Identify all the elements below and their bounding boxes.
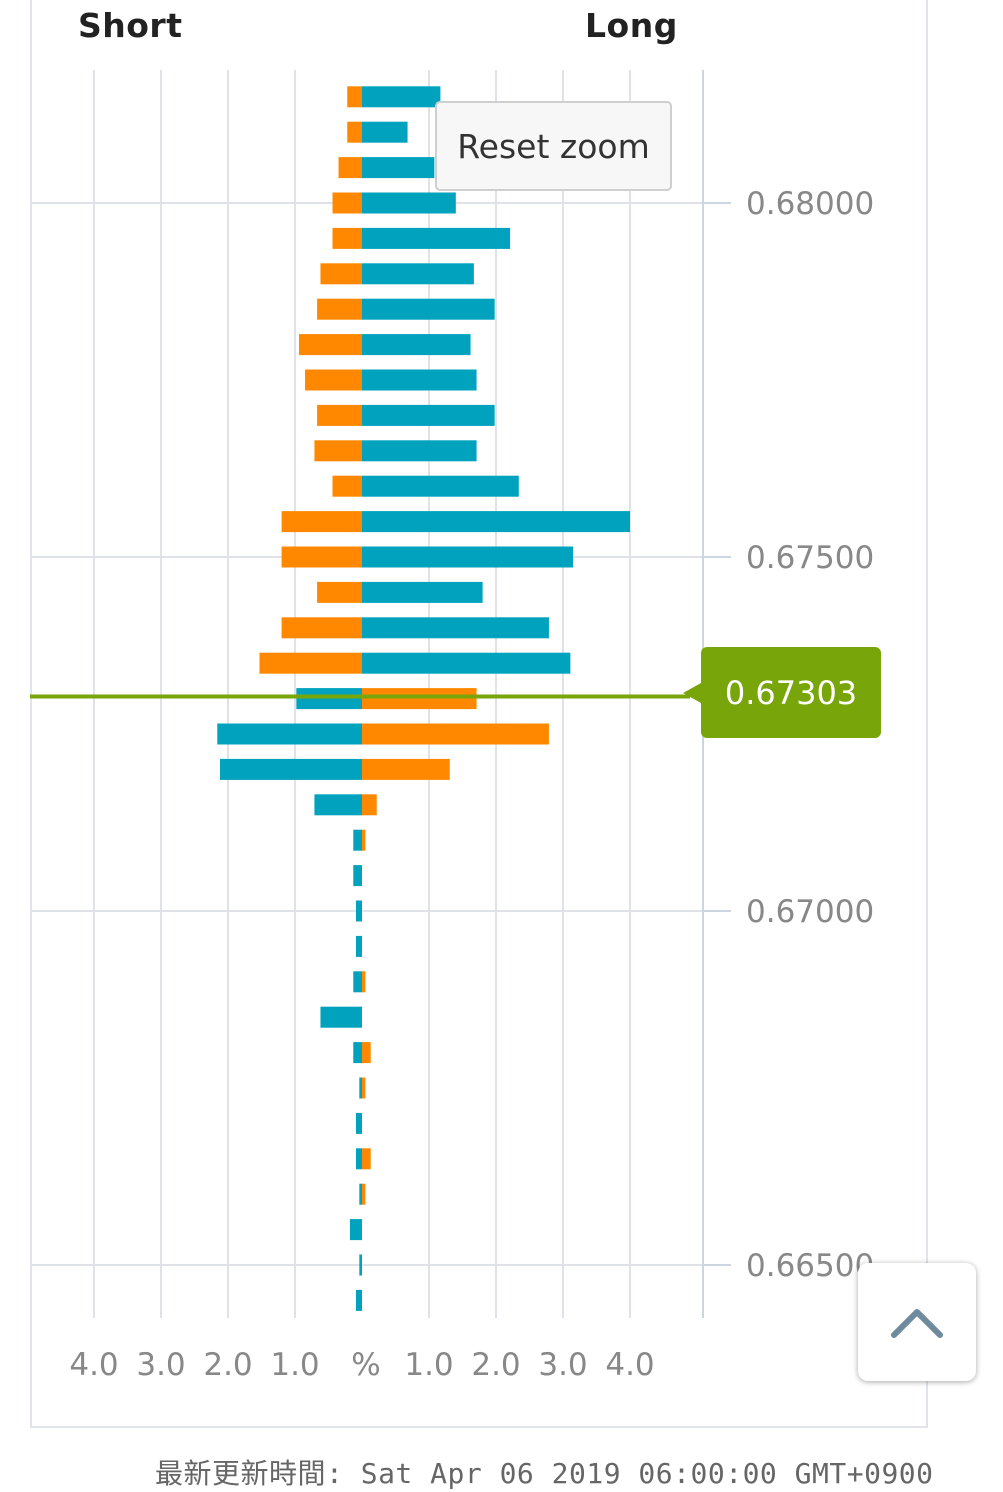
x-tick-label: 3.0 [538, 1347, 587, 1383]
bar-orange [320, 263, 362, 285]
x-tick-label: % [351, 1347, 380, 1383]
bar-teal [362, 546, 574, 568]
bar-orange [362, 723, 549, 745]
bar-teal [362, 511, 630, 533]
y-tick-label: 0.67000 [746, 894, 874, 930]
bar-teal [349, 1219, 362, 1241]
bar-teal [217, 723, 362, 745]
bar-teal [359, 1183, 362, 1205]
chevron-up-icon [891, 1309, 943, 1338]
bar-teal [320, 1006, 362, 1028]
bar-orange [332, 227, 362, 249]
x-tick-label: 3.0 [136, 1347, 185, 1383]
bar-teal [314, 794, 362, 816]
scroll-top-button[interactable] [858, 1263, 976, 1381]
bar-orange [332, 475, 362, 497]
bar-teal [362, 121, 408, 143]
bar-orange [362, 829, 366, 851]
bar-teal [362, 192, 456, 214]
bar-orange [317, 404, 362, 426]
bar-orange [362, 688, 477, 710]
y-tick-label: 0.66500 [746, 1248, 874, 1284]
bar-teal [362, 334, 471, 356]
bar-orange [362, 1042, 371, 1064]
bar-orange [314, 440, 362, 462]
bar-teal [359, 1254, 362, 1276]
current-price-value: 0.67303 [724, 673, 858, 712]
bar-teal [362, 227, 511, 249]
bar-teal [355, 900, 362, 922]
bar-teal [355, 1148, 362, 1170]
bar-teal [362, 263, 474, 285]
bar-teal [359, 1077, 362, 1099]
bar-orange [305, 369, 362, 391]
bar-teal [355, 1112, 362, 1134]
current-price-tag: 0.67303 [683, 647, 881, 738]
bar-teal [219, 758, 362, 780]
bar-orange [362, 794, 377, 816]
bar-teal [353, 971, 362, 993]
bar-orange [281, 617, 362, 639]
reset-zoom-button[interactable]: Reset zoom [435, 101, 672, 191]
bar-orange [362, 758, 450, 780]
bar-orange [347, 121, 362, 143]
long-label: Long [585, 6, 678, 45]
last-updated-text: 最新更新時間: Sat Apr 06 2019 06:00:00 GMT+090… [155, 1457, 934, 1490]
bar-teal [355, 1289, 362, 1311]
bar-teal [362, 652, 571, 674]
bar-orange [347, 86, 362, 108]
bar-teal [353, 865, 362, 887]
chart-frame [30, 0, 928, 1428]
bar-teal [355, 935, 362, 957]
bar-teal [362, 617, 549, 639]
bar-teal [362, 475, 519, 497]
bar-orange [332, 192, 362, 214]
x-tick-label: 4.0 [605, 1347, 654, 1383]
bar-orange [362, 1183, 366, 1205]
bar-orange [317, 581, 362, 603]
bar-orange [338, 157, 362, 179]
bar-teal [362, 404, 495, 426]
bar-orange [259, 652, 362, 674]
x-tick-label: 2.0 [471, 1347, 520, 1383]
x-tick-label: 1.0 [404, 1347, 453, 1383]
bar-teal [353, 829, 362, 851]
bar-teal [362, 86, 441, 108]
x-tick-label: 4.0 [69, 1347, 118, 1383]
bar-orange [281, 511, 362, 533]
short-label: Short [78, 6, 183, 45]
bar-teal [362, 298, 495, 320]
bar-teal [296, 688, 362, 710]
bar-teal [362, 157, 435, 179]
bar-orange [362, 971, 366, 993]
y-axis: 0.68000 0.67500 0.67000 0.66500 [703, 186, 874, 1284]
bar-orange [299, 334, 362, 356]
bar-orange [362, 1148, 371, 1170]
bar-orange [362, 1077, 366, 1099]
bar-teal [362, 369, 477, 391]
bar-teal [362, 581, 483, 603]
bar-teal [353, 1042, 362, 1064]
y-tick-label: 0.67500 [746, 540, 874, 576]
x-tick-label: 1.0 [270, 1347, 319, 1383]
bar-orange [317, 298, 362, 320]
bar-orange [281, 546, 362, 568]
bars-layer [217, 86, 630, 1311]
x-tick-label: 2.0 [203, 1347, 252, 1383]
x-axis: 4.0 3.0 2.0 1.0% 1.0 2.0 3.0 4.0 [69, 1347, 654, 1383]
bar-teal [362, 440, 477, 462]
y-tick-label: 0.68000 [746, 186, 874, 222]
